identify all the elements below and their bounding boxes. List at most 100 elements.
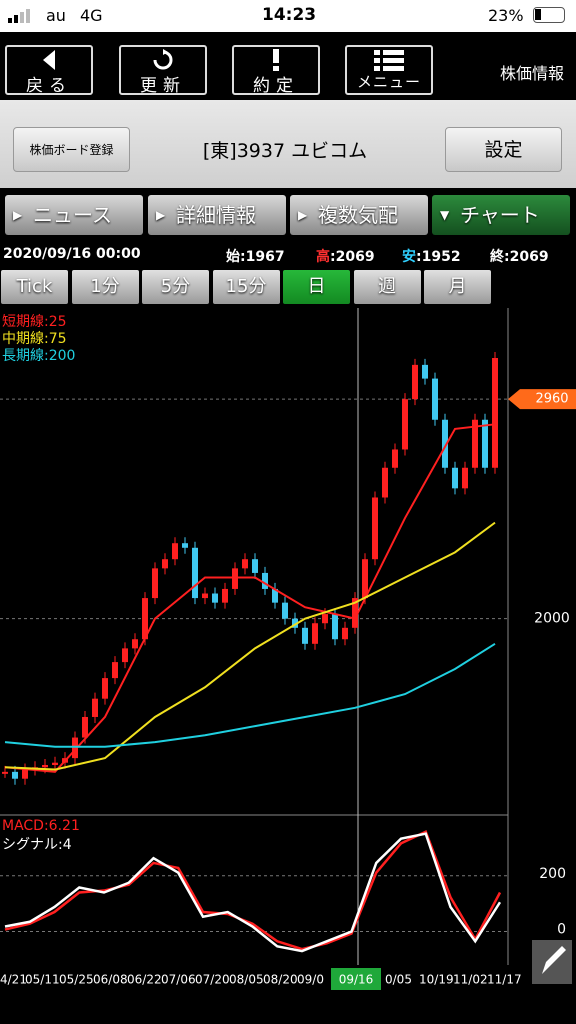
candle — [72, 737, 78, 759]
quote-value: 1967 — [245, 249, 285, 265]
candle — [202, 593, 208, 599]
candle — [92, 698, 98, 717]
y-tick-label: 0 — [557, 922, 566, 938]
quote-value: 2069 — [335, 249, 375, 265]
moving-average — [4, 423, 496, 773]
x-tick-label: 11/02 — [453, 973, 488, 987]
x-tick-label: 08/05 — [229, 973, 264, 987]
legend-entry: 中期線:75 — [2, 331, 67, 347]
label: 約定 — [253, 76, 299, 96]
moving-average — [4, 521, 496, 771]
x-tick-label: 07/20 — [195, 973, 230, 987]
candle — [212, 593, 218, 603]
quote-label: 始: — [226, 249, 246, 265]
candle — [142, 598, 148, 640]
candle — [412, 364, 418, 400]
candle — [362, 559, 368, 599]
x-tick-label: 11/17 — [487, 973, 522, 987]
clock: 14:23 — [262, 5, 317, 25]
candle — [132, 639, 138, 649]
candle — [382, 467, 388, 498]
quote-label: 高 — [316, 249, 330, 265]
battery-text: 23% — [488, 6, 524, 25]
quote-value: 1952 — [421, 249, 461, 265]
refresh-button[interactable]: 更新 — [119, 45, 207, 96]
quote-row: 2020/09/16 00:00 始:1967 高:2069 安:1952 終:2069 — [0, 240, 576, 268]
register-button[interactable]: 株価ボード登録 — [13, 127, 130, 172]
candle — [152, 568, 158, 599]
candle — [52, 762, 58, 765]
tab-bar: ニュース ▶ 詳細情報 ▶ 複数気配 ▶ チャート ▼ — [0, 188, 576, 240]
quote-item: 終:2069 — [490, 246, 549, 266]
x-tick-label: 05/25 — [59, 973, 94, 987]
quote-label: 安 — [402, 249, 416, 265]
pencil-icon — [542, 946, 566, 974]
x-tick-label: 07/06 — [161, 973, 196, 987]
settings-button[interactable]: 設定 — [445, 127, 562, 172]
tab-arrow: ▶ — [298, 208, 308, 222]
menu-button[interactable]: メニュー — [345, 45, 433, 95]
tab[interactable]: 詳細情報 ▶ — [148, 195, 286, 235]
x-tick-label: 05/11 — [25, 973, 60, 987]
candle — [22, 769, 28, 779]
app-title: 株価情報 — [500, 64, 565, 83]
period-button[interactable]: 週 — [353, 270, 421, 304]
period-button[interactable]: 日 — [283, 270, 350, 304]
signal-icon — [8, 8, 36, 23]
macd-line — [4, 832, 502, 953]
y-tick-label: 2000 — [534, 611, 570, 627]
back-button[interactable]: 戻る — [5, 45, 93, 96]
tab-arrow: ▶ — [13, 208, 23, 222]
candle — [422, 364, 428, 379]
period-button[interactable]: 1分 — [71, 270, 139, 304]
label: 更新 — [140, 76, 186, 96]
tab[interactable]: ニュース ▶ — [5, 195, 143, 235]
candle — [42, 764, 48, 768]
candle — [172, 543, 178, 560]
sep: : — [330, 249, 336, 265]
execution-button[interactable]: 約定 — [232, 45, 320, 96]
network: 4G — [80, 6, 103, 25]
quote-item: 高:2069 — [316, 246, 375, 266]
candle — [2, 771, 8, 774]
candle — [162, 559, 168, 569]
candle — [352, 598, 358, 628]
candle — [232, 568, 238, 589]
legend-entry: 長期線:200 — [2, 348, 75, 364]
period-button[interactable]: 5分 — [142, 270, 209, 304]
x-tick-label: 4/21 — [0, 973, 27, 987]
candle — [222, 588, 228, 603]
candle — [112, 662, 118, 679]
candle — [82, 716, 88, 738]
macd-legend: MACD:6.21 — [2, 818, 80, 834]
tab[interactable]: 複数気配 ▶ — [290, 195, 428, 235]
period-button[interactable]: 15分 — [212, 270, 280, 304]
candle — [192, 547, 198, 599]
period-button[interactable]: 月 — [424, 270, 491, 304]
macd-legend: シグナル:4 — [2, 837, 72, 853]
x-tick-label: 09/16 — [339, 973, 374, 987]
x-tick-label: 0/05 — [385, 973, 412, 987]
x-tick-label: 09/0 — [297, 973, 324, 987]
candle — [402, 399, 408, 450]
candle — [262, 572, 268, 589]
period-button[interactable]: Tick — [1, 270, 68, 304]
candle — [492, 358, 498, 468]
label: メニュー — [356, 73, 421, 91]
quote-value: 2069 — [509, 249, 549, 265]
candle — [242, 559, 248, 569]
candle — [452, 467, 458, 489]
stock-name: [東]3937 ユビコム — [202, 140, 368, 162]
x-tick-label: 08/20 — [263, 973, 298, 987]
candle — [482, 419, 488, 468]
tab-arrow: ▶ — [156, 208, 166, 222]
candle — [252, 559, 258, 573]
tab[interactable]: チャート ▼ — [432, 195, 570, 235]
candle — [292, 618, 298, 628]
candle — [272, 588, 278, 603]
price-tag-label: 2960 — [535, 392, 568, 407]
carrier: au — [46, 6, 66, 25]
y-tick-label: 200 — [539, 866, 566, 882]
